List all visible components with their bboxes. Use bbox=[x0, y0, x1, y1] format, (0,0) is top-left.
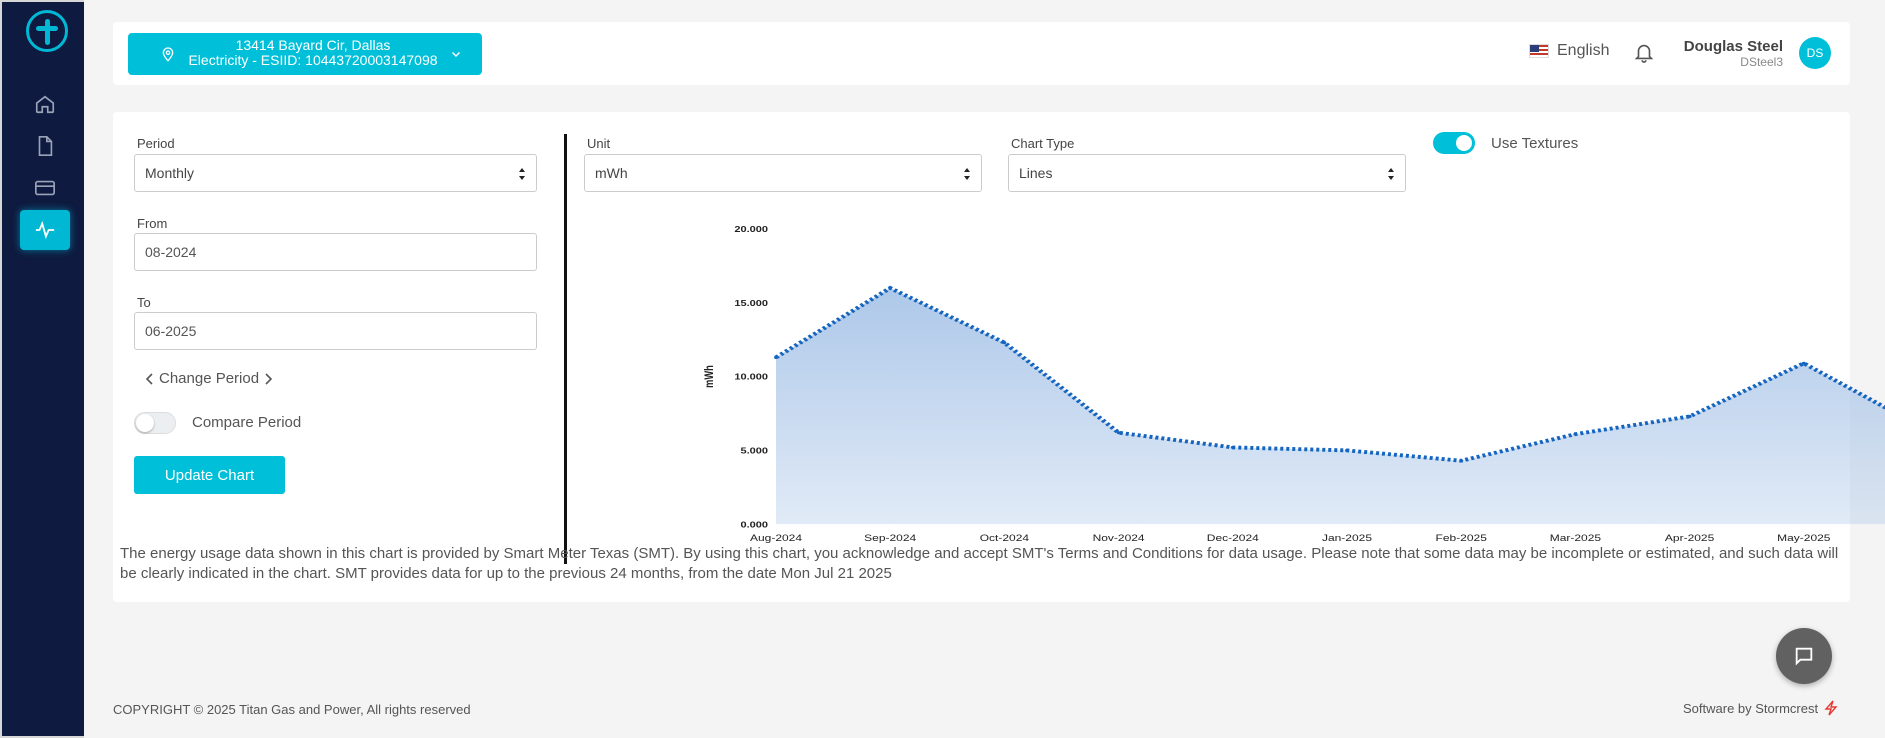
usage-chart: 0.000 5.000 10.000 15.000 20.000 Aug-2024 Sep-… bbox=[703, 225, 1885, 544]
sidebar-item-home[interactable] bbox=[20, 84, 70, 124]
user-handle: DSteel3 bbox=[1740, 55, 1783, 69]
address-selector-button[interactable]: 13414 Bayard Cir, Dallas Electricity - E… bbox=[128, 33, 482, 75]
address-text: 13414 Bayard Cir, Dallas Electricity - E… bbox=[178, 38, 448, 68]
to-label: To bbox=[137, 295, 151, 310]
avatar[interactable]: DS bbox=[1799, 37, 1831, 69]
x-tick-label: Oct-2024 bbox=[980, 533, 1029, 543]
change-period-label: Change Period bbox=[159, 370, 260, 387]
x-tick-label: Jan-2025 bbox=[1322, 533, 1372, 543]
credit-card-icon bbox=[35, 180, 55, 196]
select-arrows-icon bbox=[519, 168, 525, 180]
software-by-label: Software by Stormcrest bbox=[1683, 700, 1819, 716]
chart-type-label: Chart Type bbox=[1011, 136, 1075, 151]
update-chart-button[interactable]: Update Chart bbox=[134, 456, 285, 494]
x-tick-label: Dec-2024 bbox=[1207, 533, 1259, 543]
y-tick-label: 0.000 bbox=[741, 520, 769, 530]
select-arrows-icon bbox=[964, 168, 970, 180]
unit-label: Unit bbox=[587, 136, 611, 151]
chart-type-select[interactable]: Lines bbox=[1008, 154, 1406, 192]
data-point bbox=[1116, 431, 1121, 435]
data-point bbox=[774, 355, 778, 359]
data-point bbox=[888, 286, 893, 290]
software-by: Software by Stormcrest bbox=[1683, 700, 1838, 716]
user-name[interactable]: Douglas Steel bbox=[1683, 38, 1783, 55]
chevron-right-icon[interactable] bbox=[263, 372, 273, 385]
x-tick-label: Aug-2024 bbox=[750, 533, 802, 543]
sidebar-item-usage[interactable] bbox=[20, 210, 70, 250]
us-flag-icon bbox=[1529, 44, 1549, 58]
activity-icon bbox=[35, 220, 55, 240]
header-card: 13414 Bayard Cir, Dallas Electricity - E… bbox=[113, 22, 1850, 85]
y-tick-label: 20.000 bbox=[734, 225, 768, 235]
data-point bbox=[1459, 459, 1464, 463]
panel-divider bbox=[564, 134, 567, 564]
chart-type-value: Lines bbox=[1019, 165, 1053, 181]
chevron-left-icon[interactable] bbox=[145, 372, 155, 385]
use-textures-label: Use Textures bbox=[1491, 135, 1579, 152]
copyright-text: COPYRIGHT © 2025 Titan Gas and Power, Al… bbox=[113, 702, 471, 717]
data-point bbox=[1002, 341, 1007, 345]
titan-logo-icon[interactable] bbox=[26, 10, 68, 52]
period-label: Period bbox=[137, 136, 175, 151]
sidebar-item-documents[interactable] bbox=[20, 126, 70, 166]
select-arrows-icon bbox=[1388, 168, 1394, 180]
y-tick-label: 15.000 bbox=[734, 299, 768, 309]
x-tick-label: Mar-2025 bbox=[1550, 533, 1601, 543]
data-point bbox=[1687, 414, 1692, 418]
esiid-line: Electricity - ESIID: 10443720003147098 bbox=[188, 52, 438, 68]
to-input[interactable]: 06-2025 bbox=[134, 312, 537, 350]
from-label: From bbox=[137, 216, 168, 231]
period-select[interactable]: Monthly bbox=[134, 154, 537, 192]
from-input[interactable]: 08-2024 bbox=[134, 233, 537, 271]
sidebar bbox=[0, 0, 84, 738]
x-tick-label: May-2025 bbox=[1777, 533, 1830, 543]
x-tick-label: Sep-2024 bbox=[864, 533, 916, 543]
data-point bbox=[1801, 361, 1806, 365]
chat-icon bbox=[1795, 647, 1813, 666]
change-period-control[interactable]: Change Period bbox=[145, 370, 273, 387]
sidebar-item-billing[interactable] bbox=[20, 168, 70, 208]
language-label: English bbox=[1557, 42, 1610, 59]
smt-disclaimer: The energy usage data shown in this char… bbox=[120, 545, 1839, 582]
chevron-down-icon bbox=[451, 51, 461, 58]
usage-chart-card: Period Monthly From 08-2024 To 06-2025 C… bbox=[113, 112, 1885, 602]
lightning-icon bbox=[1824, 700, 1838, 716]
unit-value: mWh bbox=[595, 165, 628, 181]
compare-period-toggle[interactable] bbox=[134, 412, 176, 434]
x-tick-label: Feb-2025 bbox=[1436, 533, 1487, 543]
bell-icon[interactable] bbox=[1633, 40, 1655, 64]
area-fill bbox=[776, 288, 1885, 525]
chat-button[interactable] bbox=[1776, 628, 1832, 684]
map-pin-icon bbox=[162, 47, 174, 62]
data-point bbox=[1345, 448, 1349, 452]
document-icon bbox=[38, 136, 53, 156]
period-value: Monthly bbox=[145, 165, 195, 181]
home-icon bbox=[35, 95, 55, 114]
x-tick-label: Apr-2025 bbox=[1665, 533, 1714, 543]
y-tick-label: 10.000 bbox=[734, 373, 768, 383]
x-tick-label: Nov-2024 bbox=[1093, 533, 1145, 543]
y-axis-label: mWh bbox=[703, 365, 716, 388]
data-point bbox=[1573, 432, 1578, 436]
compare-period-label: Compare Period bbox=[192, 414, 302, 431]
data-point bbox=[1230, 445, 1235, 449]
unit-select[interactable]: mWh bbox=[584, 154, 982, 192]
address-line: 13414 Bayard Cir, Dallas bbox=[235, 37, 391, 53]
y-tick-label: 5.000 bbox=[741, 447, 769, 457]
language-selector[interactable]: English bbox=[1529, 42, 1609, 60]
use-textures-toggle[interactable] bbox=[1433, 132, 1475, 154]
